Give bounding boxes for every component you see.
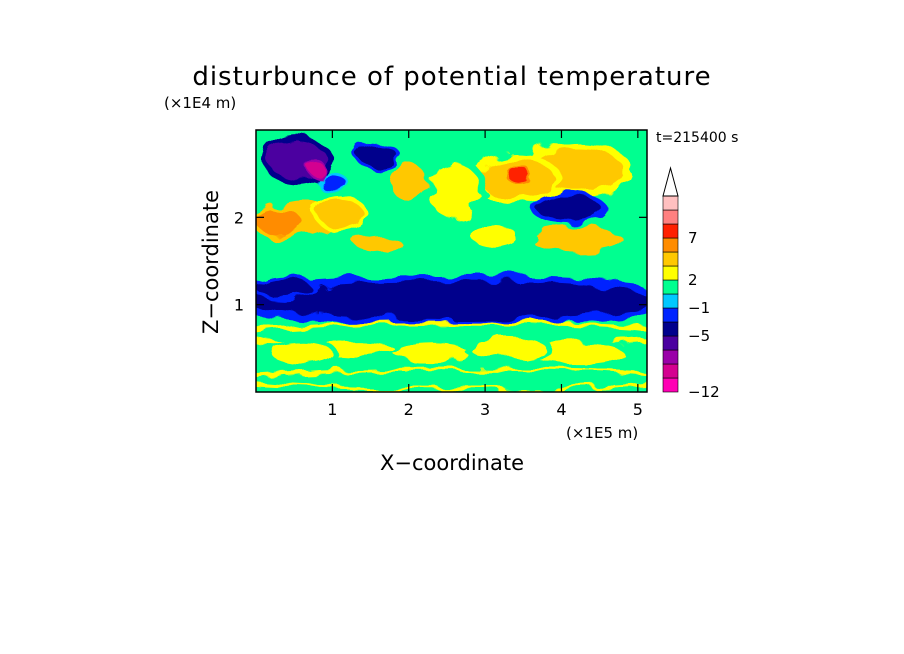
colorbar-swatch xyxy=(662,363,679,379)
colorbar-swatch xyxy=(662,321,679,337)
chart-title: disturbunce of potential temperature xyxy=(192,62,711,92)
plot-frame xyxy=(255,129,648,393)
y-axis-label: Z−coordinate xyxy=(199,190,223,334)
colorbar-swatch xyxy=(662,279,679,295)
x-ticks: 1 2 3 4 5 xyxy=(327,130,643,419)
contour-region xyxy=(256,276,310,298)
colorbar-swatch xyxy=(662,209,679,225)
colorbar-level-label: 7 xyxy=(688,229,698,247)
contour-region xyxy=(530,342,623,364)
contour-region xyxy=(530,226,623,252)
colorbar: −12−5−127 xyxy=(662,166,720,401)
colorbar-level-label: −12 xyxy=(688,383,720,401)
contour-region xyxy=(317,199,363,227)
x-tick-label: 3 xyxy=(480,400,490,419)
colorbar-swatch xyxy=(662,265,679,281)
colorbar-swatch xyxy=(662,293,679,309)
contour-field xyxy=(256,130,647,392)
colorbar-extend-arrow xyxy=(662,166,679,197)
contour-region xyxy=(469,224,516,246)
y-tick-label: 2 xyxy=(234,208,244,227)
colorbar-swatch xyxy=(662,195,679,211)
contour-region xyxy=(256,370,647,388)
colorbar-swatch xyxy=(662,237,679,253)
x-tick-label: 1 xyxy=(327,400,337,419)
contour-region xyxy=(309,162,325,177)
colorbar-swatch xyxy=(662,223,679,239)
y-tick-label: 1 xyxy=(234,296,244,315)
contour-region xyxy=(393,342,470,364)
colorbar-swatch xyxy=(662,349,679,365)
contour-region xyxy=(427,164,482,218)
colorbar-swatch xyxy=(662,251,679,267)
colorbar-swatch xyxy=(662,335,679,351)
x-tick-label: 2 xyxy=(404,400,414,419)
contour-region xyxy=(389,164,428,200)
x-tick-label: 5 xyxy=(633,400,643,419)
contour-region xyxy=(256,209,302,234)
colorbar-swatch xyxy=(662,307,679,323)
contour-region xyxy=(469,337,547,359)
x-tick-label: 4 xyxy=(556,400,566,419)
x-unit-label: (×1E5 m) xyxy=(566,424,638,442)
contour-region xyxy=(318,175,347,190)
colorbar-level-label: −5 xyxy=(688,327,710,345)
contour-region xyxy=(359,145,398,167)
colorbar-level-label: 2 xyxy=(688,271,698,289)
x-axis-label: X−coordinate xyxy=(380,451,524,475)
colorbar-level-label: −1 xyxy=(688,299,710,317)
contour-region xyxy=(537,196,602,221)
contour-region xyxy=(508,168,531,183)
contour-region xyxy=(256,281,647,320)
y-unit-label: (×1E4 m) xyxy=(164,94,236,112)
colorbar-swatch xyxy=(662,377,679,393)
y-ticks: 12 xyxy=(234,208,647,315)
contour-region xyxy=(271,342,333,364)
time-label: t=215400 s xyxy=(656,130,738,146)
contour-region xyxy=(355,234,402,253)
